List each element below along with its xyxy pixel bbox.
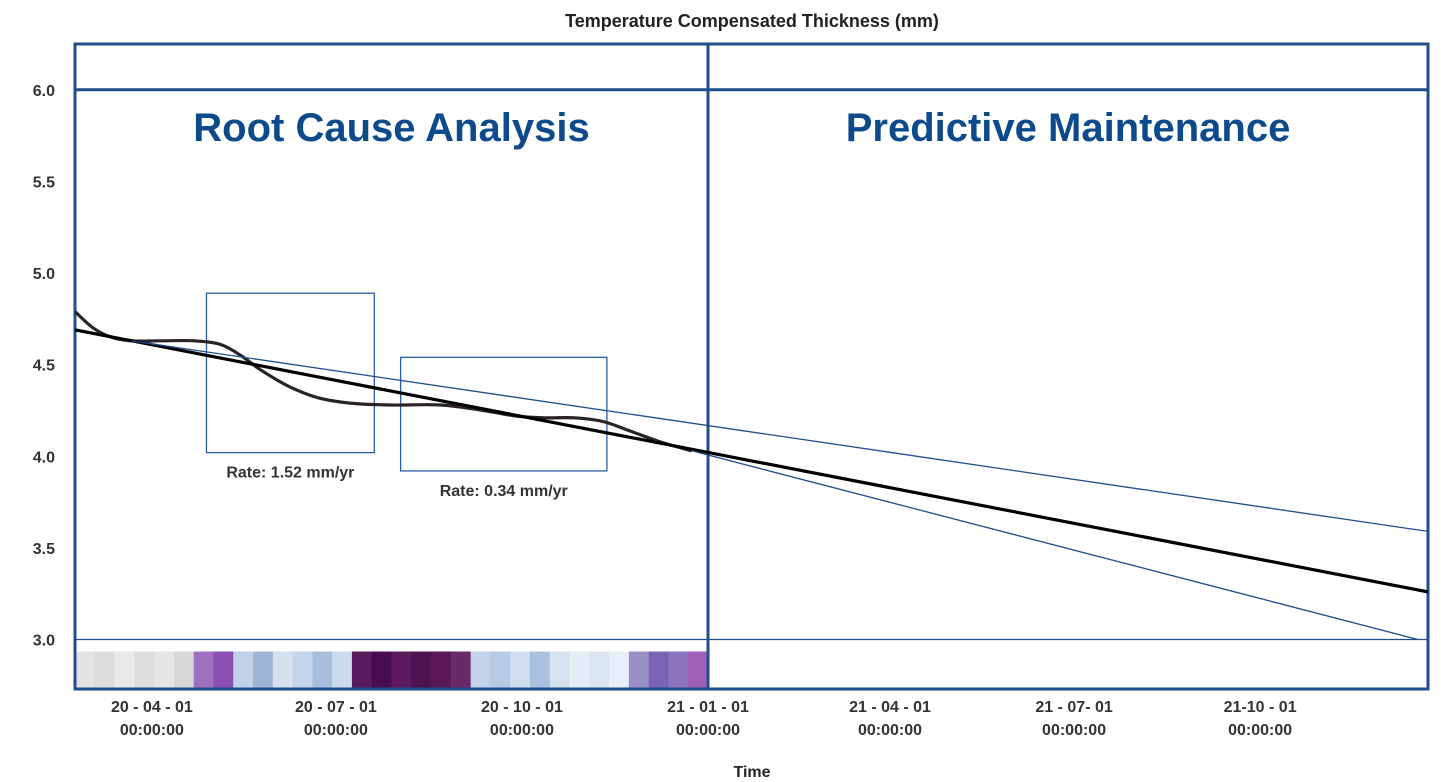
heat-strip-band — [668, 651, 689, 689]
x-axis-title: Time — [733, 764, 770, 781]
plot-frame — [73, 42, 1430, 691]
heat-strip-band — [332, 651, 353, 689]
x-tick-label: 21-10 - 01 — [1224, 699, 1297, 716]
y-tick-label: 6.0 — [33, 83, 55, 100]
section-label-root-cause-analysis: Root Cause Analysis — [193, 106, 589, 150]
x-tick-time-label: 00:00:00 — [490, 722, 554, 739]
heat-strip-band — [569, 651, 590, 689]
heat-strip-band — [312, 651, 333, 689]
y-axis-ticks: 6.0 5.5 5.0 4.5 4.0 3.5 3.0 — [33, 83, 55, 650]
x-tick-label: 20 - 10 - 01 — [481, 699, 563, 716]
heat-strip-band — [609, 651, 630, 689]
heat-strip-band — [431, 651, 452, 689]
y-tick-label: 3.5 — [33, 541, 55, 558]
x-tick-time-label: 00:00:00 — [304, 722, 368, 739]
x-tick-time-label: 00:00:00 — [120, 722, 184, 739]
x-tick-label: 21 - 04 - 01 — [849, 699, 931, 716]
x-tick-label: 21 - 01 - 01 — [667, 699, 749, 716]
x-tick-time-label: 00:00:00 — [676, 722, 740, 739]
chart-title: Temperature Compensated Thickness (mm) — [565, 11, 939, 31]
x-tick-label: 20 - 07 - 01 — [295, 699, 377, 716]
rate-annotations: Rate: 1.52 mm/yr Rate: 0.34 mm/yr — [205, 292, 608, 500]
y-tick-label: 3.0 — [33, 633, 55, 650]
heat-strip-band — [351, 651, 373, 689]
x-tick-label: 20 - 04 - 01 — [111, 699, 193, 716]
series-layer — [75, 310, 1428, 641]
upper-bound-line — [131, 340, 1428, 533]
heat-strip-band — [510, 651, 531, 689]
y-tick-label: 5.5 — [33, 174, 55, 191]
heat-strip-band — [411, 651, 432, 689]
heat-strip-band — [648, 651, 670, 689]
heat-strip-band — [173, 651, 195, 689]
heat-strip-band — [470, 651, 492, 689]
heat-strip-band — [529, 651, 551, 689]
x-tick-time-label: 00:00:00 — [1042, 722, 1106, 739]
heat-strip-band — [589, 651, 610, 689]
measured-thickness-line — [75, 310, 693, 453]
heat-strip-band — [292, 651, 313, 689]
heat-strip-band — [154, 651, 175, 689]
rate-box — [205, 292, 375, 454]
heat-strip-band — [253, 651, 274, 689]
x-tick-time-label: 00:00:00 — [858, 722, 922, 739]
trend-line — [75, 328, 1428, 594]
heat-strip-band — [134, 651, 155, 689]
y-tick-label: 4.0 — [33, 449, 55, 466]
heat-strip-band — [233, 651, 254, 689]
heat-strip-band — [490, 651, 511, 689]
heat-strip-band — [628, 651, 650, 689]
heat-strip-band — [114, 651, 135, 689]
x-tick-label: 21 - 07- 01 — [1035, 699, 1112, 716]
heat-strip-band — [193, 651, 215, 689]
heat-strip-band — [450, 651, 472, 689]
lower-bound-line — [691, 450, 1419, 641]
y-tick-label: 4.5 — [33, 358, 55, 375]
heat-strip-band — [94, 651, 116, 689]
heat-strip-band — [371, 651, 393, 689]
heat-strip-band — [688, 651, 709, 689]
rate-box — [399, 356, 608, 472]
plot-border — [73, 42, 1430, 691]
heat-strip-band — [549, 651, 571, 689]
heat-strip-band — [213, 651, 234, 689]
heat-strip-band — [391, 651, 412, 689]
x-axis-ticks: 20 - 04 - 01 00:00:00 20 - 07 - 01 00:00:00… — [111, 699, 1297, 739]
heat-strip-band — [272, 651, 294, 689]
heat-strip-band — [75, 651, 96, 689]
rate-label: Rate: 0.34 mm/yr — [440, 483, 568, 500]
x-tick-time-label: 00:00:00 — [1228, 722, 1292, 739]
heat-strip — [75, 651, 709, 689]
rate-label: Rate: 1.52 mm/yr — [226, 465, 354, 482]
section-label-predictive-maintenance: Predictive Maintenance — [846, 106, 1291, 150]
y-tick-label: 5.0 — [33, 266, 55, 283]
